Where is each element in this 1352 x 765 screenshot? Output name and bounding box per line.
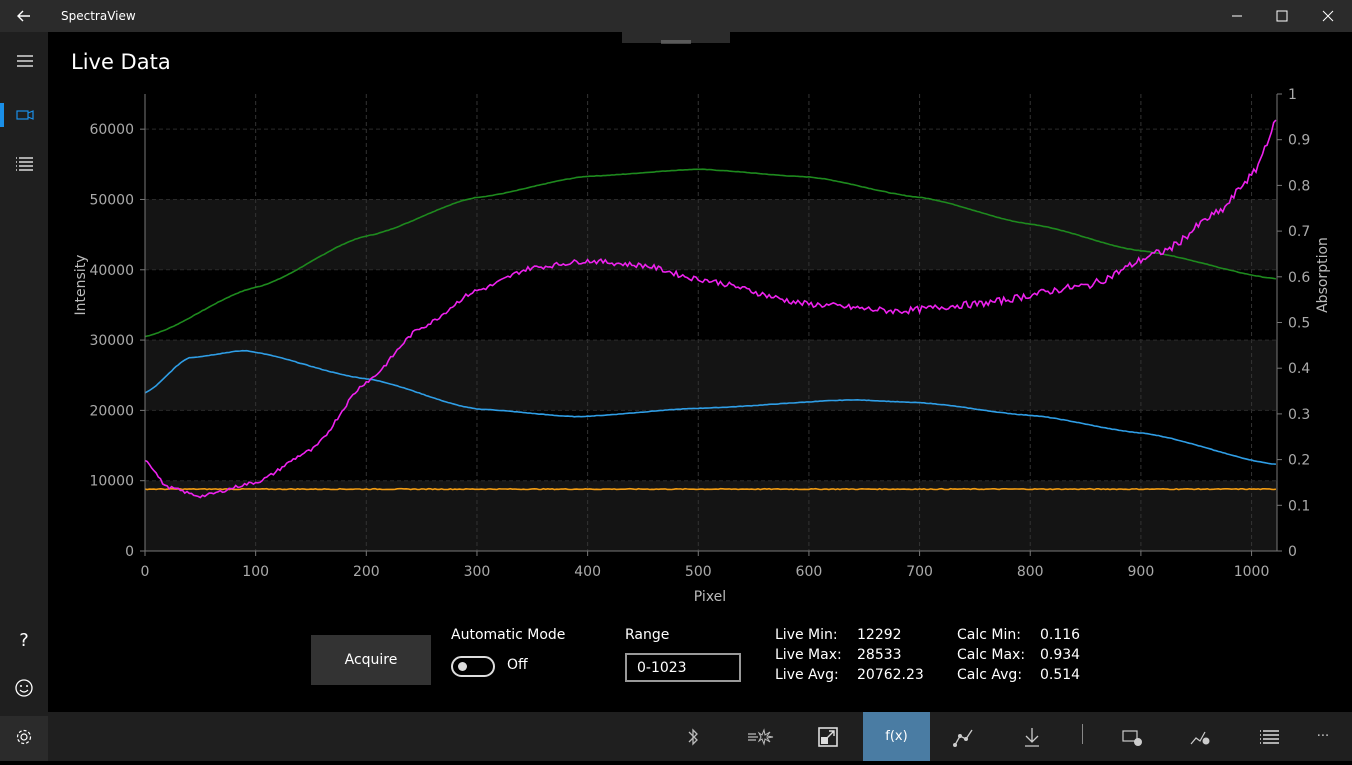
calc-max-value: 0.934 [1040,647,1081,663]
title-bar: SpectraView [0,0,1352,32]
device-settings-icon[interactable] [1099,712,1166,761]
calc-min-value: 0.116 [1040,627,1081,643]
live-max-value: 28533 [857,647,902,663]
toolbar-separator [1082,724,1083,744]
more-label: ··· [1316,729,1330,744]
sidebar: ? [0,32,48,761]
maximize-button[interactable] [1259,0,1305,32]
acquire-button[interactable]: Acquire [311,635,431,685]
toggle-knob [458,662,467,671]
live-min-value: 12292 [857,627,902,643]
automatic-mode-toggle[interactable] [451,656,495,677]
app-title: SpectraView [61,9,136,23]
help-icon[interactable]: ? [0,620,48,660]
svg-text:?: ? [19,630,29,651]
list-view-icon[interactable] [1236,712,1303,761]
hamburger-menu-icon[interactable] [0,37,48,77]
gear-icon[interactable] [0,716,48,761]
calc-min-label: Calc Min: [957,627,1021,643]
function-button-label: f(x) [885,729,908,744]
light-source-icon[interactable] [727,712,794,761]
more-icon[interactable]: ··· [1294,712,1352,761]
minimize-button[interactable] [1214,0,1260,32]
live-avg-value: 20762.23 [857,667,924,683]
main-content [48,32,1352,712]
function-icon[interactable]: f(x) [863,712,930,761]
download-icon[interactable] [998,712,1065,761]
graph-settings-icon[interactable] [1167,712,1234,761]
bluetooth-icon[interactable] [659,712,726,761]
calc-max-label: Calc Max: [957,647,1026,663]
list-icon[interactable] [0,144,48,184]
range-input[interactable] [625,653,741,682]
calc-avg-value: 0.514 [1040,667,1081,683]
live-max-label: Live Max: [775,647,842,663]
scale-icon[interactable] [794,712,861,761]
live-avg-label: Live Avg: [775,667,839,683]
automatic-mode-state: Off [507,657,528,673]
sidebar-item-live-data[interactable] [0,103,48,143]
calc-avg-label: Calc Avg: [957,667,1023,683]
page-title: Live Data [71,50,171,74]
peak-icon[interactable] [930,712,997,761]
automatic-mode-label: Automatic Mode [451,627,566,643]
range-label: Range [625,627,670,643]
bottom-app-bar: f(x) ··· [48,712,1352,761]
smiley-feedback-icon[interactable] [0,668,48,708]
drag-handle[interactable] [622,32,730,44]
back-arrow-icon[interactable] [10,4,38,28]
live-min-label: Live Min: [775,627,838,643]
active-indicator [0,103,4,127]
close-button[interactable] [1305,0,1351,32]
